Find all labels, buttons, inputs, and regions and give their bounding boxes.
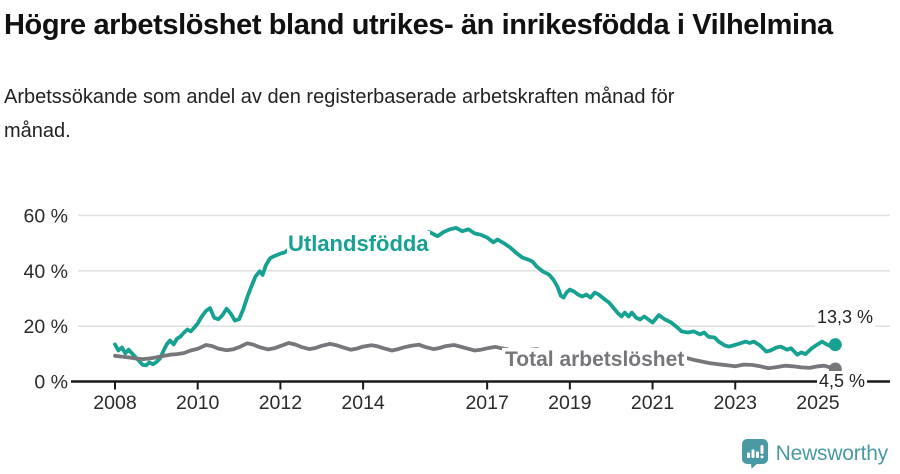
end-value-total: 4,5 % bbox=[817, 371, 868, 392]
x-tick-label: 2019 bbox=[548, 392, 591, 414]
bar-chart-speech-bubble-icon bbox=[741, 439, 768, 469]
x-tick-label: 2017 bbox=[465, 392, 508, 414]
newsworthy-attribution: Newsworthy bbox=[741, 439, 889, 469]
x-tick-label: 2021 bbox=[631, 392, 674, 414]
x-tick-label: 2008 bbox=[93, 392, 136, 414]
series-line-0 bbox=[113, 225, 838, 368]
x-axis: 2008 2010 2012 2014 2017 2019 2021 2023 2025 bbox=[71, 380, 890, 414]
series-label-utlandsfodda: Utlandsfödda bbox=[287, 231, 430, 257]
y-tick-label: 40 % bbox=[24, 261, 68, 283]
x-tick-label: 2023 bbox=[714, 392, 757, 414]
brand-name: Newsworthy bbox=[775, 442, 889, 465]
page-subtitle: Arbetssökande som andel av den registerb… bbox=[4, 86, 675, 142]
x-tick-label: 2014 bbox=[341, 392, 385, 414]
series-end-dot-0 bbox=[828, 338, 842, 352]
series-line-1 bbox=[113, 341, 838, 371]
series-label-total-arbetsloshet: Total arbetslöshet bbox=[502, 348, 688, 372]
plot-canvas: 0 %20 %40 %60 %2008 2010 2012 2014 2017 2019 2… bbox=[24, 205, 890, 414]
y-tick-label: 0 % bbox=[34, 372, 68, 394]
y-tick-label: 60 % bbox=[24, 205, 68, 227]
x-tick-label: 2012 bbox=[259, 392, 302, 414]
chart-header: Högre arbetslöshet bland utrikes- än inr… bbox=[4, 0, 864, 148]
y-tick-label: 20 % bbox=[24, 316, 68, 338]
gridlines: 0 % 20 % 40 % 60 % bbox=[24, 205, 890, 394]
page-title: Högre arbetslöshet bland utrikes- än inr… bbox=[4, 9, 833, 41]
end-value-utlandsfodda: 13,3 % bbox=[815, 307, 876, 328]
x-tick-label: 2010 bbox=[176, 392, 220, 414]
x-tick-label: 2025 bbox=[796, 392, 840, 414]
